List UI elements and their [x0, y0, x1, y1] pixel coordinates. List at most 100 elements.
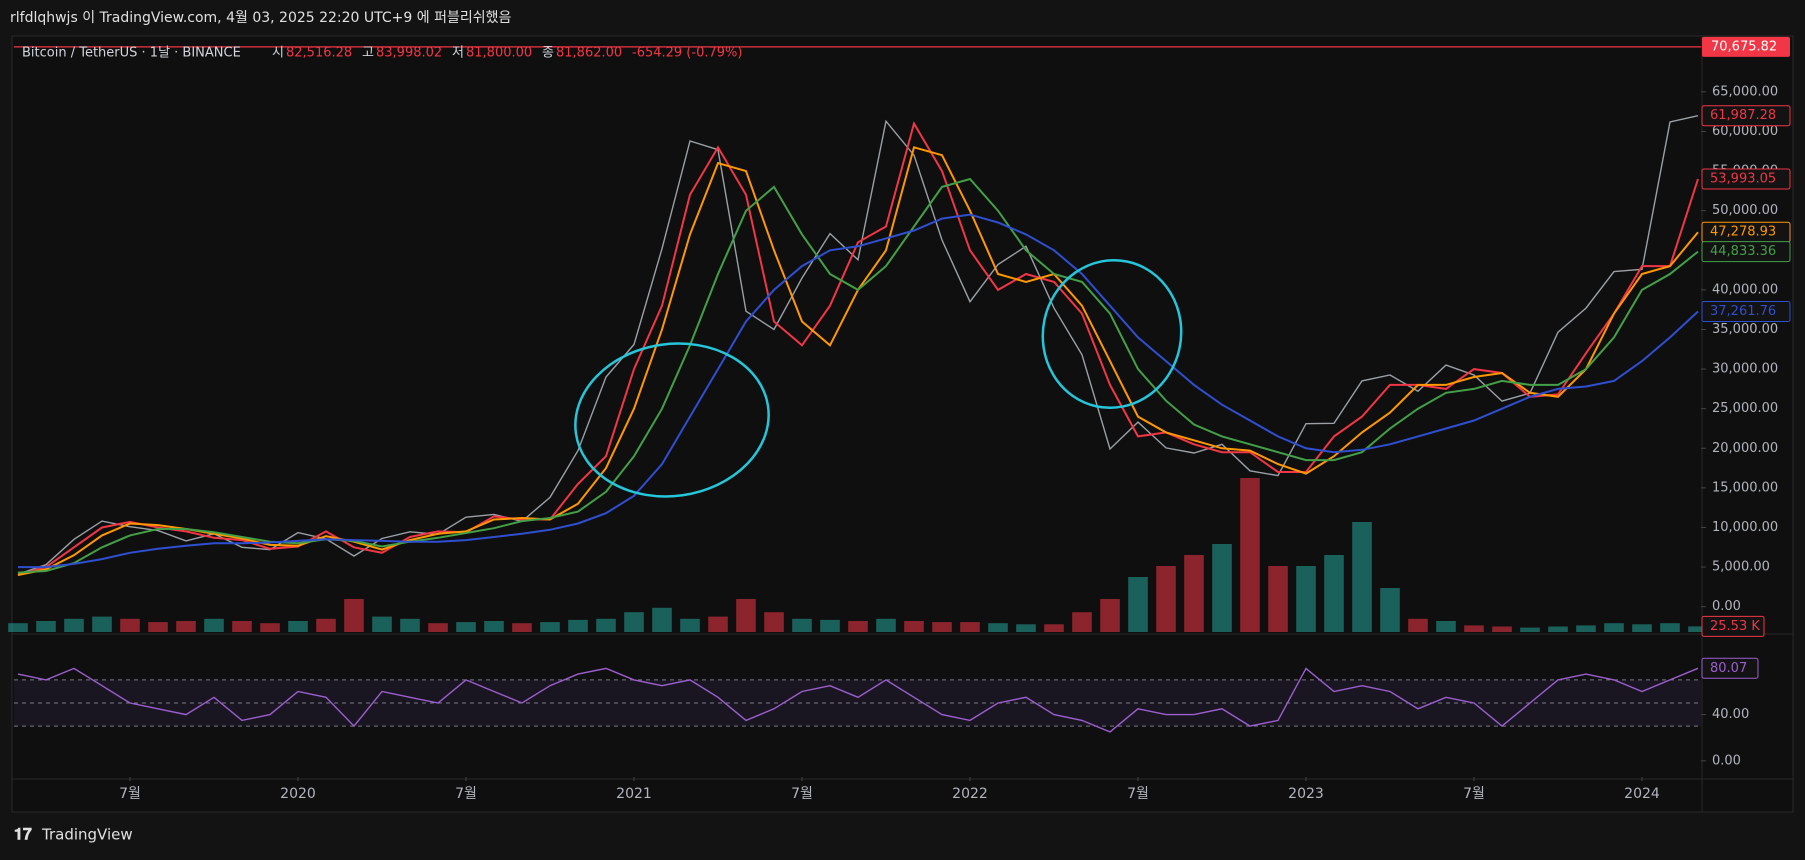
x-tick-label: 2020 [280, 786, 316, 802]
rsi-tick-label: 40.00 [1712, 707, 1749, 722]
x-tick-label: 7월 [1463, 786, 1485, 802]
moving-average [17, 177, 1699, 574]
volume-bar [960, 622, 980, 632]
price-line [17, 115, 1699, 575]
volume-bar [540, 622, 560, 632]
legend: Bitcoin / TetherUS · 1날 · BINANCE 시 82,51… [22, 46, 742, 61]
volume-bar [232, 621, 252, 632]
drawn-circle [574, 342, 770, 498]
volume-bar [1296, 566, 1316, 632]
volume-bar [1240, 478, 1260, 632]
footer-logo: 𝟏𝟕 TradingView [14, 825, 133, 844]
volume-bar [1352, 522, 1372, 632]
y-tick-label: 5,000.00 [1712, 560, 1770, 575]
volume-bar [1100, 599, 1120, 632]
y-tick-label: 60,000.00 [1712, 124, 1778, 139]
y-tick-label: 40,000.00 [1712, 282, 1778, 297]
y-tick-label: 35,000.00 [1712, 322, 1778, 337]
ohlc-label: 시 [272, 46, 284, 61]
volume-bar [988, 623, 1008, 632]
volume-bar [1632, 624, 1652, 632]
volume-bar [624, 612, 644, 632]
volume-bar [1408, 618, 1428, 632]
volume-bar [316, 618, 336, 632]
volume-bar [288, 621, 308, 632]
volume-bar [1268, 566, 1288, 632]
ohlc-label: 고 [362, 46, 374, 61]
volume-bar [1688, 626, 1708, 632]
price-badge-label: 44,833.36 [1710, 244, 1776, 259]
volume-bar [876, 618, 896, 632]
price-badge [1701, 301, 1791, 323]
volume-bar [1324, 555, 1344, 632]
volume-bar [1128, 577, 1148, 632]
volume-bar [372, 616, 392, 632]
x-tick-label: 2024 [1624, 786, 1660, 802]
x-tick-label: 2022 [952, 786, 988, 802]
volume-bar [148, 622, 168, 632]
volume-bar [400, 618, 420, 632]
volume-bar [1548, 626, 1568, 632]
y-tick-label: 0.00 [1712, 599, 1741, 614]
ohlc-value: 81,800.00 [466, 46, 532, 61]
x-tick-label: 7월 [1127, 786, 1149, 802]
rsi-line [17, 667, 1699, 733]
volume-bar [120, 618, 140, 632]
x-tick-label: 2023 [1288, 786, 1324, 802]
volume-bar [512, 623, 532, 632]
volume-bar [8, 623, 28, 632]
x-tick-label: 7월 [455, 786, 477, 802]
alert-badge [1702, 36, 1790, 57]
volume-bar [708, 616, 728, 632]
y-tick-label: 65,000.00 [1712, 84, 1778, 99]
drawn-circle [1041, 258, 1183, 410]
publish-header: rlfdlqhwjs 이 TradingView.com, 4월 03, 202… [10, 10, 511, 26]
volume-bar [204, 618, 224, 632]
price-badge-label: 53,993.05 [1710, 172, 1776, 187]
volume-bar [904, 621, 924, 632]
ohlc-value: 83,998.02 [376, 46, 442, 61]
y-tick-label: 20,000.00 [1712, 441, 1778, 456]
y-tick-label: 10,000.00 [1712, 520, 1778, 535]
volume-bar [680, 618, 700, 632]
moving-average [18, 213, 1699, 569]
volume-bar [1660, 623, 1680, 632]
volume-bar [176, 621, 196, 632]
volume-bar [1520, 627, 1540, 632]
volume-bar [484, 621, 504, 632]
ohlc-label: 저 [452, 46, 464, 61]
volume-bar [1184, 555, 1204, 632]
volume-bar [1044, 624, 1064, 632]
volume-bar [36, 621, 56, 632]
volume-bar [260, 623, 280, 632]
volume-bar [92, 616, 112, 632]
volume-bar [568, 619, 588, 632]
volume-bar [1436, 621, 1456, 632]
ohlc-label: 종 [542, 46, 554, 61]
y-tick-label: 25,000.00 [1712, 401, 1778, 416]
volume-bar [1464, 625, 1484, 632]
volume-bar [1380, 588, 1400, 632]
price-badge-label: 47,278.93 [1710, 225, 1776, 240]
volume-bar [792, 618, 812, 632]
alert-badge-label: 70,675.82 [1711, 39, 1777, 54]
volume-bar [1604, 623, 1624, 632]
volume-bar [820, 619, 840, 632]
volume-bar [652, 607, 672, 632]
ohlc-value: 82,516.28 [286, 46, 352, 61]
symbol-title: Bitcoin / TetherUS · 1날 · BINANCE [22, 46, 241, 61]
volume-bar [764, 612, 784, 632]
plot-area: 0.00 5,000.00 10,000.00 15,000.00 20,000.00 2… [8, 36, 1791, 802]
volume-bar [736, 599, 756, 632]
price-badge-label: 25.53 K [1710, 619, 1760, 634]
price-badge [1701, 168, 1791, 190]
volume-bar [64, 618, 84, 632]
x-tick-label: 7월 [119, 786, 141, 802]
volume-bar [344, 599, 364, 632]
ohlc-change: -654.29 (-0.79%) [632, 46, 742, 61]
x-tick-label: 2021 [616, 786, 652, 802]
y-tick-label: 15,000.00 [1712, 480, 1778, 495]
volume-bar [1492, 626, 1512, 632]
volume-bar [1072, 612, 1092, 632]
